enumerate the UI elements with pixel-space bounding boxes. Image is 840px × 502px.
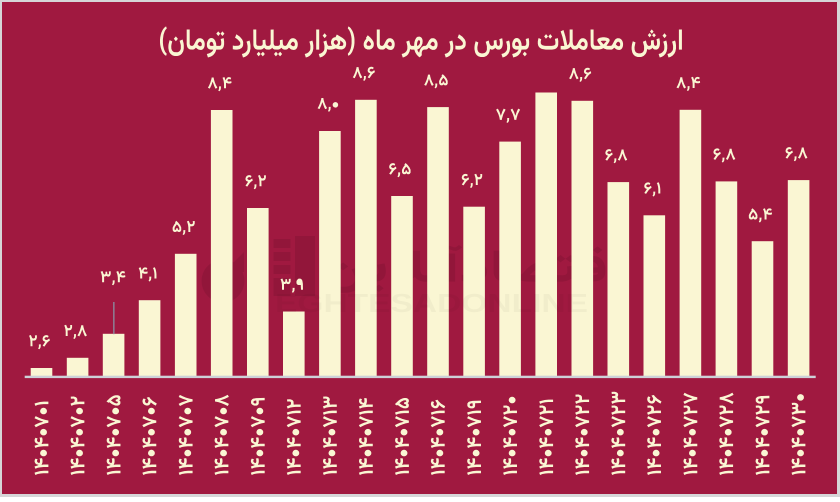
- svg-text:EGHTESADONLINE: EGHTESADONLINE: [275, 288, 588, 318]
